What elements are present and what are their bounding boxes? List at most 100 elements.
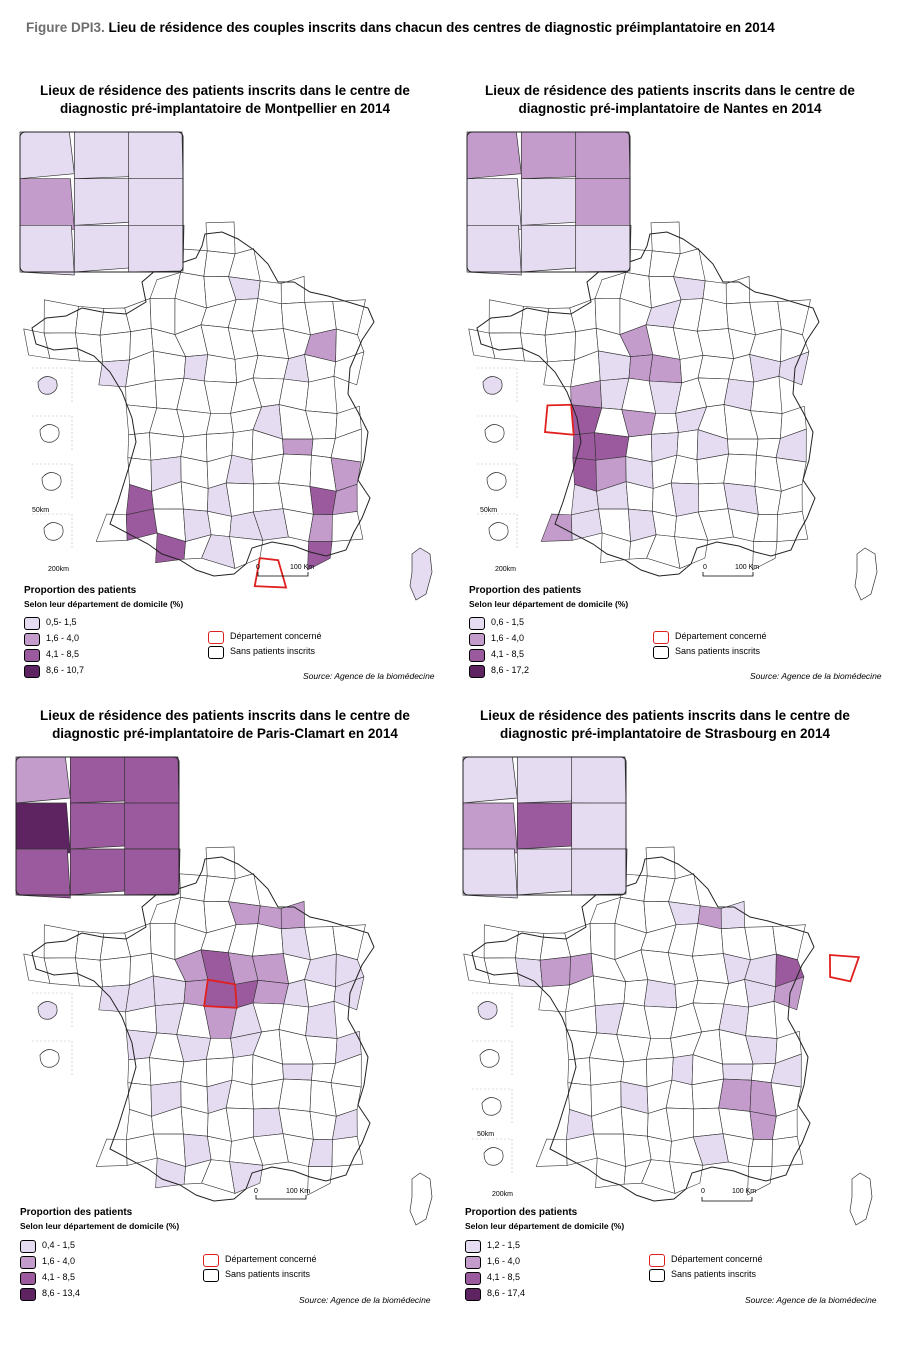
legend-label: 8,6 - 17,2 bbox=[491, 665, 530, 675]
department bbox=[650, 413, 679, 435]
legend-label: Sans patients inscrits bbox=[230, 646, 316, 656]
panel-title: Lieux de résidence des patients inscrits… bbox=[10, 707, 440, 743]
overseas-territory bbox=[37, 376, 58, 395]
inset-department bbox=[466, 224, 522, 276]
scale-50km: 50km bbox=[480, 507, 498, 514]
department bbox=[589, 1057, 625, 1086]
department bbox=[725, 275, 751, 305]
department bbox=[643, 979, 678, 1009]
department bbox=[752, 541, 778, 571]
department bbox=[127, 432, 152, 461]
legend-label: Sans patients inscrits bbox=[225, 1269, 311, 1279]
legend-subtitle: Selon leur département de domicile (%) bbox=[465, 1221, 625, 1231]
overseas-territory bbox=[37, 1001, 58, 1020]
departments-layer bbox=[23, 221, 366, 571]
legend-label: Sans patients inscrits bbox=[671, 1269, 757, 1279]
inset-department bbox=[520, 131, 579, 180]
department bbox=[251, 953, 289, 985]
legend-swatch bbox=[208, 631, 224, 644]
department bbox=[727, 438, 759, 456]
choropleth-map bbox=[15, 756, 433, 1226]
panel-title-line2: diagnostic pré-implantatoire de Montpell… bbox=[59, 101, 391, 116]
overseas-frame bbox=[32, 367, 73, 404]
france-outline bbox=[31, 231, 375, 577]
inset-department bbox=[466, 131, 522, 180]
inset-department bbox=[73, 224, 134, 273]
panel-title-line2: diagnostic pré-implantatoire de Paris-Cl… bbox=[52, 726, 398, 741]
legend-swatch bbox=[24, 665, 40, 678]
corsica bbox=[854, 547, 878, 601]
department bbox=[722, 1063, 754, 1081]
legend-swatch bbox=[469, 633, 485, 646]
legend-label: Département concerné bbox=[225, 1254, 317, 1264]
department bbox=[628, 354, 654, 382]
figure-title-text: Lieu de résidence des couples inscrits d… bbox=[108, 20, 775, 35]
scale-zero: 0 bbox=[701, 1188, 705, 1195]
department bbox=[483, 957, 520, 987]
scale-200km: 200km bbox=[492, 1191, 514, 1198]
overseas-frame bbox=[32, 513, 73, 550]
panel-title-line1: Lieux de résidence des patients inscrits… bbox=[485, 83, 855, 98]
paris-region-inset bbox=[19, 131, 185, 276]
overseas-frame bbox=[472, 992, 513, 1029]
overseas-frame bbox=[477, 463, 518, 500]
inset-department bbox=[462, 802, 518, 854]
department bbox=[520, 332, 548, 363]
legend-swatch bbox=[649, 1254, 665, 1267]
source-note: Source: Agence de la biomédecine bbox=[750, 671, 882, 681]
department bbox=[749, 1111, 777, 1141]
department bbox=[43, 957, 80, 987]
legend-label: Sans patients inscrits bbox=[675, 646, 761, 656]
concerned-department bbox=[544, 403, 575, 436]
department bbox=[231, 429, 254, 461]
corsica bbox=[409, 547, 433, 601]
scale-100km: 100 Km bbox=[290, 564, 315, 571]
figure-label: Figure DPI3. bbox=[26, 20, 105, 35]
overseas-territory bbox=[39, 1049, 60, 1068]
department bbox=[515, 931, 545, 961]
department bbox=[127, 1057, 152, 1086]
legend-label: 8,6 - 17,4 bbox=[487, 1288, 526, 1298]
department bbox=[539, 956, 571, 988]
legend-title: Proportion des patients bbox=[24, 585, 137, 596]
scale-200km: 200km bbox=[48, 566, 70, 573]
legend-swatch bbox=[20, 1272, 36, 1285]
legend-swatch bbox=[653, 631, 669, 644]
legend-swatch bbox=[203, 1269, 219, 1282]
inset-department bbox=[128, 131, 184, 181]
inset-department bbox=[462, 848, 518, 899]
inset-department bbox=[462, 756, 518, 804]
department bbox=[488, 332, 525, 362]
panel-title-line2: diagnostic pré-implantatoire de Strasbou… bbox=[499, 726, 831, 741]
department bbox=[305, 375, 338, 414]
inset-department bbox=[575, 224, 632, 273]
scale-bar bbox=[701, 1197, 753, 1202]
paris-region-inset bbox=[462, 756, 628, 899]
overseas-territory bbox=[488, 522, 509, 541]
inset-frame bbox=[15, 756, 180, 896]
legend-swatch bbox=[20, 1288, 36, 1301]
department bbox=[648, 354, 683, 384]
paris-region-inset bbox=[466, 131, 632, 276]
department bbox=[309, 486, 337, 516]
scale-100km: 100 Km bbox=[286, 1188, 311, 1195]
department bbox=[99, 956, 131, 988]
department bbox=[149, 432, 185, 461]
department bbox=[205, 846, 236, 880]
map-panel-strasbourg: Lieux de résidence des patients inscrits… bbox=[450, 707, 900, 1357]
inset-department bbox=[124, 848, 181, 896]
department bbox=[747, 1166, 773, 1196]
france-outline bbox=[476, 231, 820, 577]
overseas-frame bbox=[472, 1040, 513, 1077]
department bbox=[778, 351, 810, 386]
inset-frame bbox=[466, 131, 631, 273]
overseas-territory bbox=[482, 376, 503, 395]
department bbox=[691, 953, 729, 985]
legend-swatch bbox=[208, 646, 224, 659]
department bbox=[282, 1063, 314, 1081]
overseas-territory bbox=[39, 424, 60, 443]
inset-department bbox=[73, 178, 133, 226]
legend-swatch bbox=[649, 1269, 665, 1282]
map-panel-paris-clamart: Lieux de résidence des patients inscrits… bbox=[10, 707, 460, 1357]
department bbox=[280, 900, 306, 930]
